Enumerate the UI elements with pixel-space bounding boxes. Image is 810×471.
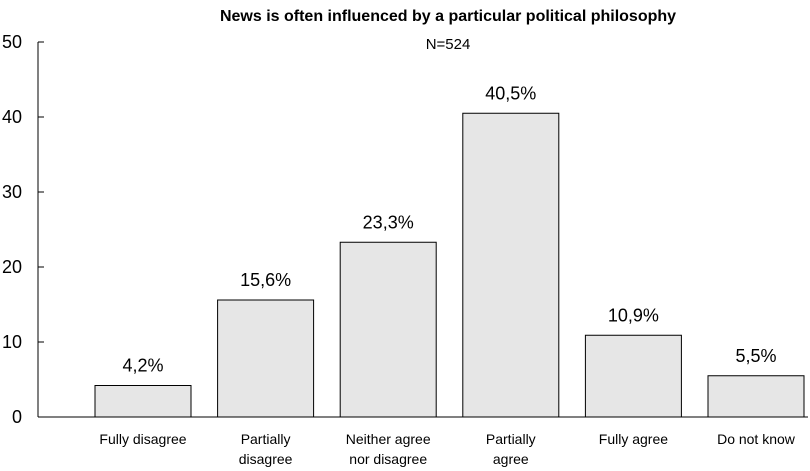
- bar: [217, 299, 315, 418]
- x-tick-label: disagree: [239, 451, 293, 467]
- x-tick-label: Partially: [241, 431, 291, 447]
- x-tick-label: Neither agree: [346, 431, 431, 447]
- chart-title: News is often influenced by a particular…: [220, 8, 676, 25]
- data-label: 40,5%: [485, 83, 536, 103]
- bars-group: [94, 112, 805, 418]
- bar: [462, 112, 560, 418]
- x-tick-label: nor disagree: [349, 451, 427, 467]
- bar: [94, 385, 192, 418]
- x-tick-label: Partially: [486, 431, 536, 447]
- bar: [339, 241, 437, 418]
- y-axis-ticks: 0 10 20 30 40 50: [2, 32, 44, 427]
- data-label: 4,2%: [122, 356, 163, 376]
- x-axis-labels: Fully disagree Partially disagree Neither a…: [99, 431, 795, 467]
- data-label: 23,3%: [363, 212, 414, 232]
- y-tick-label: 0: [12, 407, 22, 427]
- data-label: 15,6%: [240, 270, 291, 290]
- y-tick-label: 30: [2, 182, 22, 202]
- y-tick-label: 40: [2, 107, 22, 127]
- y-tick-label: 20: [2, 257, 22, 277]
- y-tick-label: 50: [2, 32, 22, 52]
- data-label: 10,9%: [608, 305, 659, 325]
- bar: [707, 375, 805, 418]
- x-tick-label: Fully agree: [599, 431, 668, 447]
- bar: [584, 334, 682, 418]
- x-tick-label: agree: [493, 451, 529, 467]
- data-labels-group: 4,2% 15,6% 23,3% 40,5% 10,9% 5,5%: [122, 83, 776, 375]
- x-tick-label: Do not know: [717, 431, 796, 447]
- y-tick-label: 10: [2, 332, 22, 352]
- x-tick-label: Fully disagree: [99, 431, 186, 447]
- data-label: 5,5%: [735, 346, 776, 366]
- chart-subtitle: N=524: [426, 36, 471, 53]
